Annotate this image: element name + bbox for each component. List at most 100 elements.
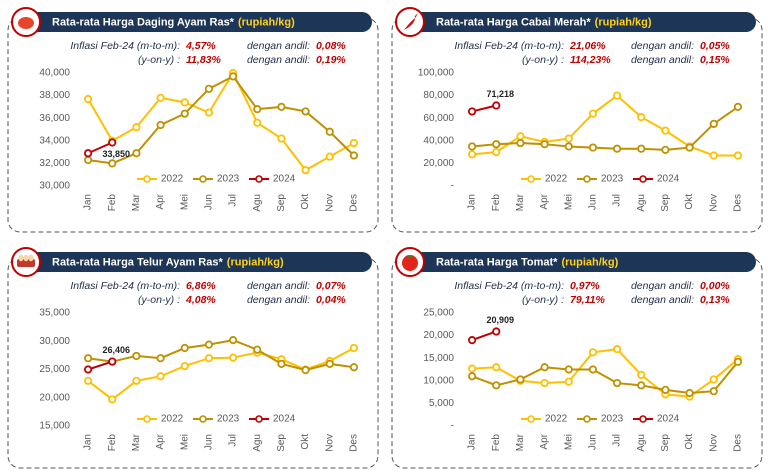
- chart-panel: Rata-rata Harga Telur Ayam Ras* (rupiah/k…: [11, 247, 372, 452]
- chart-title: Rata-rata Harga Cabai Merah* (rupiah/kg): [436, 16, 652, 28]
- annotation-value: 4,08%: [185, 294, 216, 306]
- annotation-andil-label: dengan andil:: [247, 40, 310, 52]
- series-line: [471, 94, 738, 157]
- annotation-andil-label: dengan andil:: [631, 280, 694, 292]
- x-tick-label: Mar: [515, 193, 526, 211]
- icon: [395, 247, 425, 277]
- x-tick-label: Jun: [204, 434, 215, 450]
- title-unit: (rupiah/kg): [561, 256, 618, 268]
- point: [83, 149, 93, 158]
- legend-marker: [527, 175, 535, 183]
- icon-chicken: [18, 17, 34, 29]
- panel-frames: [7, 17, 763, 469]
- icon-egg: [18, 254, 24, 262]
- point: [277, 134, 286, 143]
- point: [733, 151, 743, 160]
- title-text: Rata-rata Harga Daging Ayam Ras*: [52, 16, 235, 28]
- point: [156, 120, 165, 130]
- y-tick-label: 40,000: [39, 68, 70, 79]
- legend-label: 2022: [161, 174, 184, 185]
- annotation-label: (y-on-y) :: [138, 54, 180, 66]
- data-label: 71,218: [486, 89, 514, 99]
- title-bar: [22, 12, 372, 32]
- point: [516, 138, 525, 148]
- series-line: [87, 347, 355, 401]
- point: [180, 109, 189, 118]
- x-tick-label: Feb: [491, 194, 502, 212]
- x-tick-label: Mei: [563, 434, 574, 450]
- point: [132, 149, 141, 158]
- point: [612, 378, 622, 388]
- x-tick-label: Nov: [708, 434, 719, 452]
- point: [612, 345, 622, 354]
- point: [467, 107, 477, 116]
- annotation-label: (y-on-y) :: [522, 294, 564, 306]
- point: [540, 140, 549, 149]
- point: [661, 145, 670, 154]
- icon: [11, 247, 41, 277]
- point: [349, 363, 359, 372]
- annotation-andil-value: 0,08%: [316, 40, 346, 52]
- legend-marker: [527, 415, 535, 423]
- point: [301, 107, 310, 116]
- point: [564, 377, 573, 386]
- annotation-label: Inflasi Feb-24 (m-to-m):: [454, 280, 564, 292]
- point: [467, 150, 477, 159]
- x-tick-label: Sep: [660, 434, 671, 452]
- chart-title: Rata-rata Harga Telur Ayam Ras* (rupiah/k…: [52, 256, 284, 268]
- legend-label: 2023: [601, 174, 624, 185]
- series-line: [471, 106, 739, 151]
- x-tick-label: Okt: [300, 434, 311, 450]
- annotation-andil-label: dengan andil:: [247, 54, 310, 66]
- point: [156, 372, 165, 381]
- x-tick-label: Mar: [515, 433, 526, 451]
- x-tick-label: Apr: [539, 433, 550, 449]
- series-line: [87, 75, 355, 165]
- chart-panel: Rata-rata Harga Tomat* (rupiah/kg) Inflasi…: [395, 247, 756, 452]
- point: [637, 112, 646, 122]
- point: [277, 359, 286, 368]
- series-line: [471, 104, 497, 113]
- point: [83, 94, 93, 104]
- point: [564, 365, 573, 374]
- point: [709, 387, 718, 396]
- x-tick-label: Des: [733, 434, 744, 452]
- legend-label: 2024: [657, 414, 680, 425]
- y-tick-label: 25,000: [423, 308, 454, 319]
- annotation-value: 11,83%: [186, 54, 221, 66]
- x-tick-label: Sep: [660, 194, 671, 212]
- point: [564, 134, 573, 143]
- x-tick-label: Jul: [612, 434, 623, 447]
- annotation-andil-value: 0,04%: [316, 294, 346, 306]
- x-tick-label: Jan: [467, 434, 478, 450]
- annotation-andil-value: 0,13%: [700, 294, 730, 306]
- annotation-label: Inflasi Feb-24 (m-to-m):: [454, 40, 564, 52]
- chart-panel: Rata-rata Harga Cabai Merah* (rupiah/kg) I…: [395, 7, 756, 212]
- data-label: 20,909: [486, 315, 514, 325]
- x-tick-label: Mei: [179, 434, 190, 450]
- point: [685, 143, 694, 152]
- point: [349, 138, 359, 148]
- point: [467, 336, 477, 345]
- annotation-value: 4,57%: [185, 40, 216, 52]
- legend-label: 2022: [545, 414, 568, 425]
- x-tick-label: Agu: [252, 194, 263, 212]
- legend-marker: [639, 415, 647, 423]
- icon-chili: [404, 13, 418, 30]
- point: [204, 354, 214, 363]
- legend-marker: [199, 175, 207, 183]
- point: [253, 118, 262, 127]
- point: [709, 151, 718, 160]
- point: [588, 143, 598, 152]
- point: [180, 98, 189, 107]
- x-tick-label: Agu: [252, 434, 263, 452]
- annotation-andil-label: dengan andil:: [247, 294, 310, 306]
- point: [492, 363, 501, 372]
- point: [132, 123, 141, 132]
- point: [661, 385, 670, 394]
- point: [253, 345, 262, 354]
- point: [467, 372, 477, 381]
- x-tick-label: Jan: [83, 434, 94, 450]
- y-tick-label: 34,000: [39, 135, 70, 146]
